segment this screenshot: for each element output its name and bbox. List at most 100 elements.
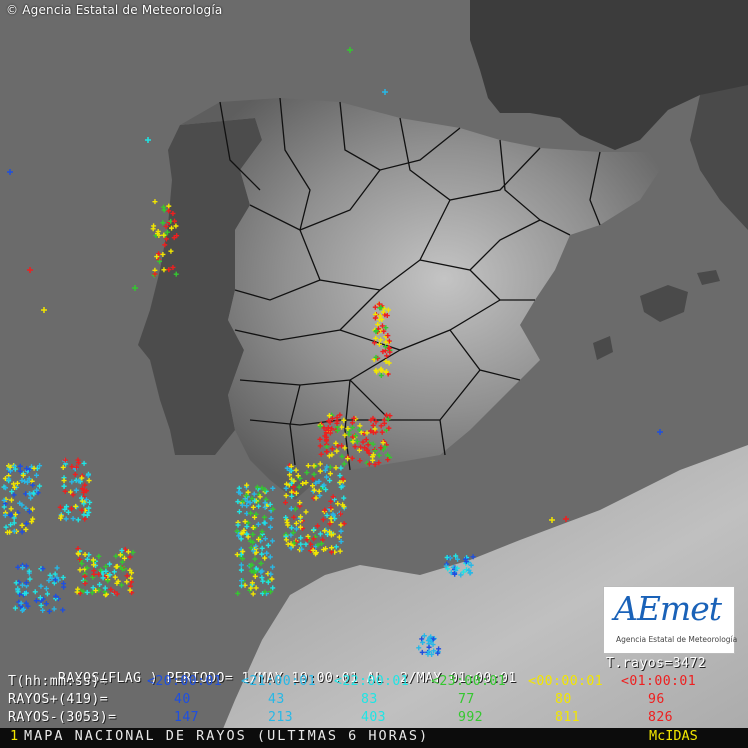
strike-gulf-of-cadiz	[248, 585, 254, 591]
strike-atlantic-cell-4	[38, 583, 44, 589]
positive-count-3: 83	[361, 692, 378, 707]
strike-atlantic-cell-2	[68, 506, 74, 512]
strike-toledo-line	[380, 309, 386, 315]
strike-atlantic-cell-3	[91, 562, 97, 568]
strike-andalusia-band-south	[330, 494, 336, 500]
strike-andalusia-band-north	[370, 452, 376, 458]
strike-gulf-of-cadiz	[264, 550, 270, 556]
strike-andalusia-band-north	[339, 453, 345, 459]
strike-andalusia-band-south	[297, 475, 303, 481]
strike-gulf-of-cadiz	[270, 506, 276, 512]
strike-andalusia-band-south	[327, 521, 333, 527]
strike-gulf-of-cadiz	[249, 496, 255, 502]
strike-west-portugal-coast	[161, 207, 167, 213]
strike-atlantic-cell-1	[11, 515, 17, 521]
strike-gulf-of-cadiz	[238, 562, 244, 568]
strike-gulf-of-cadiz	[259, 545, 265, 551]
strike-atlantic-cell-3	[113, 564, 119, 570]
aemet-logo-subtitle: Agencia Estatal de Meteorología	[616, 635, 738, 644]
strike-atlantic-cell-2	[79, 507, 85, 513]
strike-toledo-line	[377, 313, 383, 319]
strike-andalusia-band-north	[333, 440, 339, 446]
strike-gulf-of-cadiz	[250, 548, 256, 554]
strike-andalusia-band-north	[350, 439, 356, 445]
strike-atlantic-cell-3	[108, 586, 114, 592]
strike-andalusia-band-south	[293, 490, 299, 496]
strike-atlantic-cell-3	[79, 561, 85, 567]
strike-atlantic-cell-3	[77, 556, 83, 562]
strike-morocco-inland	[421, 633, 427, 639]
strike-atlantic-cell-1	[17, 468, 23, 474]
strike-toledo-line	[385, 307, 391, 313]
strike-andalusia-band-south	[328, 532, 334, 538]
legend-time-label: T(hh:mm:ss)=	[8, 674, 109, 689]
strike-algeria-coast	[460, 569, 466, 575]
strike-atlantic-cell-2	[72, 471, 78, 477]
strike-atlantic-cell-1	[20, 472, 26, 478]
strike-morocco-inland	[429, 651, 435, 657]
strike-gulf-of-cadiz	[237, 490, 243, 496]
strike-gulf-of-cadiz	[261, 514, 267, 520]
strike-gulf-of-cadiz	[268, 516, 274, 522]
strike-atlantic-cell-2	[73, 503, 79, 509]
strike-gulf-of-cadiz	[243, 493, 249, 499]
strike-andalusia-band-north	[334, 428, 340, 434]
strike-atlantic-cell-3	[119, 547, 125, 553]
time-bin-3: <22:00:01	[334, 674, 410, 689]
strike-atlantic-cell-4	[21, 606, 27, 612]
strike-gulf-of-cadiz	[259, 551, 265, 557]
strike-algeria-coast	[452, 571, 458, 577]
strike-andalusia-band-north	[321, 425, 327, 431]
strike-andalusia-band-north	[380, 447, 386, 453]
strike-west-portugal-coast	[168, 248, 174, 254]
strike-atlantic-cell-1	[11, 520, 17, 526]
strike-andalusia-band-north	[373, 419, 379, 425]
strike-atlantic-cell-2	[79, 486, 85, 492]
strike-morocco-inland	[420, 639, 426, 645]
negative-count-4: 992	[458, 710, 484, 725]
strike-west-portugal-coast	[161, 232, 167, 238]
strike-west-portugal-coast	[150, 226, 156, 232]
negative-count-5: 811	[555, 710, 581, 725]
strike-atlantic-cell-4	[51, 606, 57, 612]
strike-atlantic-cell-4	[44, 591, 50, 597]
strike-atlantic-cell-3	[98, 567, 104, 573]
strike-gulf-of-cadiz	[259, 575, 265, 581]
strike-atlantic-cell-3	[117, 552, 123, 558]
strike-andalusia-band-south	[291, 484, 297, 490]
strike-andalusia-band-south	[289, 489, 295, 495]
strike-atlantic-cell-2	[79, 498, 85, 504]
strike-gulf-of-cadiz	[268, 571, 274, 577]
strike-atlantic-cell-1	[26, 491, 32, 497]
strike-atlantic-cell-1	[19, 522, 25, 528]
strike-west-portugal-coast	[169, 225, 175, 231]
strike-gulf-of-cadiz	[257, 534, 263, 540]
strike-gulf-of-cadiz	[255, 521, 261, 527]
strike-andalusia-band-south	[290, 530, 296, 536]
strike-atlantic-cell-1	[26, 476, 32, 482]
strike-andalusia-band-north	[357, 458, 363, 464]
strike-atlantic-cell-4	[40, 596, 46, 602]
strike-toledo-line	[371, 340, 377, 346]
strike-andalusia-band-north	[376, 452, 382, 458]
strike-atlantic-cell-4	[19, 582, 25, 588]
france-landmass	[470, 0, 748, 150]
strike-atlantic-cell-2	[65, 509, 71, 515]
strike-west-portugal-coast	[172, 218, 178, 224]
strike-atlantic-cell-3	[89, 590, 95, 596]
strike-atlantic-cell-2	[70, 492, 76, 498]
strike-gulf-of-cadiz	[236, 509, 242, 515]
strike-isolated	[657, 429, 663, 435]
strike-toledo-line	[379, 323, 385, 329]
strike-atlantic-cell-1	[8, 506, 14, 512]
strike-gulf-of-cadiz	[236, 533, 242, 539]
strike-andalusia-band-north	[370, 441, 376, 447]
strike-gulf-of-cadiz	[262, 589, 268, 595]
strike-gulf-of-cadiz	[245, 489, 251, 495]
strike-andalusia-band-south	[304, 537, 310, 543]
strike-west-portugal-coast	[170, 210, 176, 216]
strike-andalusia-band-south	[324, 464, 330, 470]
strike-andalusia-band-south	[317, 493, 323, 499]
strike-toledo-line	[385, 333, 391, 339]
